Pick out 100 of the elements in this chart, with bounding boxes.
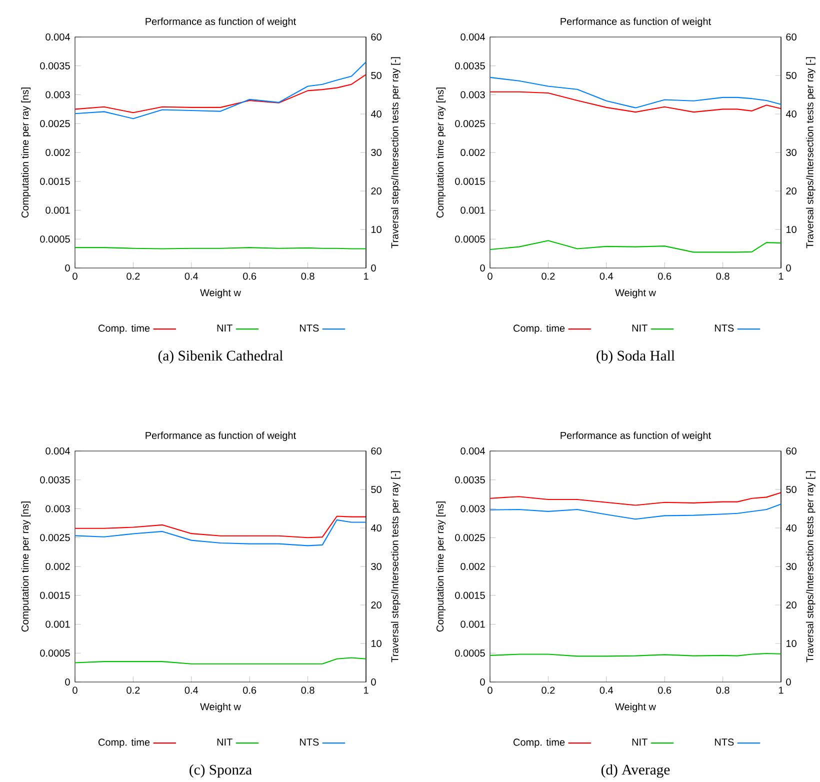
x-axis-title: Weight w — [200, 702, 241, 712]
y-tick-label: 0.0035 — [455, 62, 485, 70]
y-tick-label: 0.0005 — [40, 650, 70, 657]
y2-tick-label: 30 — [371, 148, 382, 156]
y-tick-label: 0.004 — [460, 33, 485, 40]
y2-tick-label: 10 — [786, 640, 796, 647]
y-tick-label: 0 — [480, 678, 485, 686]
x-tick-label: 0.2 — [542, 686, 555, 694]
legend-label: Comp. time — [514, 738, 565, 748]
legend-label: NIT — [632, 738, 648, 746]
x-tick-label: 0.2 — [126, 686, 140, 694]
y2-axis-title: Traversal steps/Intersection tests per ray [-] — [391, 57, 400, 248]
y2-tick-label: 0 — [786, 264, 791, 272]
line-series — [75, 61, 366, 120]
legend-label: Comp. time — [98, 324, 150, 334]
y-tick-label: 0 — [65, 678, 70, 686]
y-tick-label: 0.0005 — [455, 236, 485, 243]
x-tick-label: 0.2 — [126, 272, 140, 280]
y-tick-label: 0.004 — [46, 447, 70, 454]
x-tick-label: 1 — [778, 272, 784, 280]
y2-tick-label: 50 — [371, 486, 382, 493]
y-tick-label: 0.0035 — [40, 62, 70, 70]
y2-tick-label: 50 — [786, 72, 796, 79]
line-series — [490, 76, 782, 108]
y2-tick-label: 30 — [786, 148, 796, 156]
y-tick-label: 0.0015 — [455, 178, 485, 185]
y-tick-label: 0.0025 — [455, 120, 485, 128]
x-axis-title: Weight w — [615, 702, 656, 712]
x-tick-label: 0.8 — [301, 272, 314, 280]
y-tick-label: 0.0025 — [40, 534, 70, 542]
y2-tick-label: 20 — [786, 187, 796, 194]
y-tick-label: 0.003 — [46, 505, 70, 512]
text: (a) Sibenik Cathedral — [158, 350, 283, 364]
x-tick-label: 1 — [364, 272, 368, 280]
legend-label: NTS — [714, 324, 734, 332]
x-tick-label: 0.4 — [600, 272, 614, 280]
y2-tick-label: 40 — [370, 110, 382, 118]
line-series — [75, 519, 366, 546]
y2-tick-label: 50 — [371, 72, 382, 79]
x-tick-label: 0.6 — [658, 686, 672, 694]
y-axis-title: Computation time per ray [ns] — [21, 88, 31, 218]
legend-label: NTS — [714, 738, 734, 746]
text: (b) Soda Hall — [596, 350, 675, 364]
y2-tick-label: 0 — [786, 678, 791, 686]
x-tick-label: 0.8 — [301, 686, 314, 694]
y2-tick-label: 40 — [370, 524, 382, 532]
x-axis-title: Weight w — [615, 288, 656, 298]
y-axis-title: Computation time per ray [ns] — [21, 502, 31, 632]
legend-label: NIT — [632, 324, 648, 332]
y2-tick-label: 40 — [786, 524, 796, 532]
y-tick-label: 0.0005 — [40, 236, 70, 243]
x-tick-label: 0.8 — [716, 686, 730, 694]
y-tick-label: 0.004 — [46, 33, 70, 40]
x-tick-label: 0.4 — [600, 686, 614, 694]
x-tick-label: 0 — [72, 686, 78, 694]
x-tick-label: 0.6 — [658, 272, 672, 280]
y-tick-label: 0.0015 — [455, 592, 485, 599]
legend-label: Comp. time — [514, 324, 565, 334]
y-tick-label: 0.0025 — [455, 534, 485, 542]
x-tick-label: 0.8 — [716, 272, 730, 280]
y2-tick-label: 30 — [786, 562, 796, 570]
legend-label: NIT — [217, 324, 232, 332]
y-tick-label: 0.001 — [460, 620, 485, 628]
y2-axis-title: Traversal steps/Intersection tests per ray [-] — [806, 57, 816, 248]
y2-tick-label: 10 — [371, 640, 382, 647]
line-series — [490, 91, 782, 113]
x-tick-label: 1 — [364, 686, 368, 694]
x-axis-title: Weight w — [200, 288, 241, 298]
chart-title: Performance as function of weight — [146, 18, 296, 27]
y-axis-title: Computation time per ray [ns] — [436, 502, 446, 632]
line-series — [490, 492, 782, 506]
y2-tick-label: 10 — [786, 226, 796, 233]
x-tick-label: 0.6 — [243, 686, 256, 694]
y-axis-title: Computation time per ray [ns] — [436, 88, 446, 218]
x-tick-label: 0.6 — [243, 272, 256, 280]
y-tick-label: 0.0025 — [40, 120, 70, 128]
legend-label: NTS — [300, 324, 319, 332]
line-series — [75, 74, 366, 114]
y-tick-label: 0.0005 — [455, 650, 485, 657]
y2-tick-label: 30 — [371, 562, 382, 570]
y2-tick-label: 40 — [786, 110, 796, 118]
y-tick-label: 0.002 — [46, 148, 70, 156]
y2-tick-label: 60 — [786, 33, 796, 40]
y-tick-label: 0.001 — [460, 206, 485, 214]
x-tick-label: 0 — [488, 686, 492, 694]
y2-tick-label: 20 — [786, 601, 796, 608]
y-tick-label: 0.003 — [460, 91, 485, 98]
x-tick-label: 0 — [72, 272, 78, 280]
x-tick-label: 0.4 — [184, 686, 198, 694]
text: (c) Sponza — [190, 764, 252, 778]
y-tick-label: 0.003 — [46, 91, 70, 98]
chart-title: Performance as function of weight — [146, 432, 296, 441]
y2-axis-title: Traversal steps/Intersection tests per ray [-] — [391, 471, 400, 662]
y2-tick-label: 20 — [371, 187, 382, 194]
y-tick-label: 0 — [480, 264, 485, 272]
y-tick-label: 0.0035 — [455, 476, 485, 484]
y2-tick-label: 50 — [786, 486, 796, 493]
y2-tick-label: 10 — [371, 226, 382, 233]
y-tick-label: 0.001 — [46, 206, 70, 214]
y2-tick-label: 0 — [371, 264, 376, 272]
